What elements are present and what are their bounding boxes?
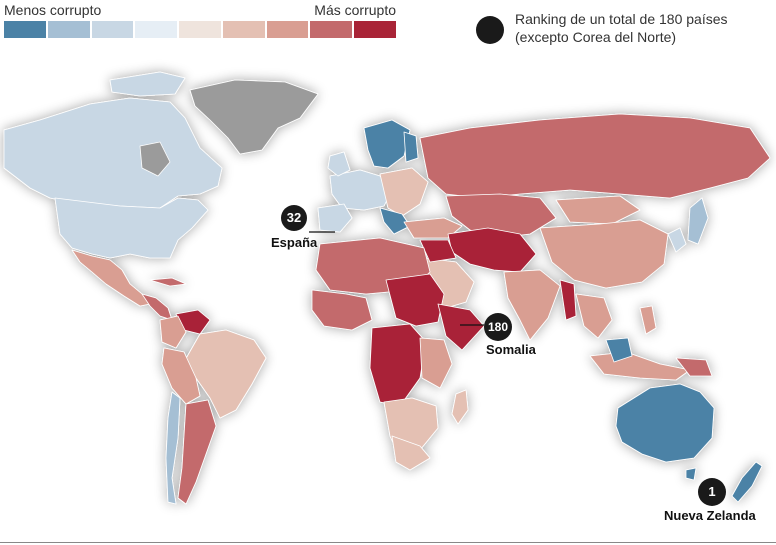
mexico — [71, 249, 151, 307]
west-africa — [311, 289, 373, 331]
legend-high-label: Más corrupto — [314, 2, 396, 18]
uk-ireland — [327, 151, 351, 177]
legend-low-label: Menos corrupto — [4, 2, 102, 18]
callout-spain-rank: 32 — [281, 205, 307, 231]
callout-spain-leader — [309, 231, 335, 233]
east-africa — [419, 337, 453, 389]
turkey-caucasus — [403, 217, 463, 239]
callout-spain: 32 España — [263, 205, 353, 255]
usa — [54, 197, 209, 259]
chile — [165, 391, 181, 505]
ranking-note-text: Ranking de un total de 180 países (excep… — [515, 10, 765, 46]
horn-of-africa — [437, 303, 485, 351]
hudson-bay — [139, 141, 171, 177]
south-africa — [391, 435, 431, 471]
philippines — [639, 305, 657, 335]
myanmar — [559, 279, 577, 321]
iberia — [317, 203, 353, 233]
legend-swatch-1 — [4, 21, 46, 38]
legend-labels: Menos corrupto Más corrupto — [4, 2, 396, 20]
madagascar — [451, 389, 469, 425]
central-america — [141, 293, 173, 321]
ranking-note-line1: Ranking de un total de 180 países — [515, 11, 728, 27]
finland — [403, 131, 419, 163]
western-europe — [329, 169, 393, 211]
borneo — [605, 337, 633, 363]
legend-swatch-5 — [179, 21, 221, 38]
world-map-svg — [3, 71, 771, 505]
world-map — [0, 58, 776, 545]
ranking-note-line2: (excepto Corea del Norte) — [515, 29, 677, 45]
mongolia — [555, 195, 641, 225]
legend: Menos corrupto Más corrupto — [4, 2, 397, 38]
kazakhstan-central-asia — [445, 193, 557, 239]
central-africa — [369, 323, 427, 407]
canada — [3, 97, 223, 209]
china — [539, 219, 669, 289]
legend-swatch-4 — [135, 21, 178, 38]
callout-somalia-leader — [460, 324, 484, 326]
argentina — [177, 399, 217, 505]
legend-swatch-9 — [354, 21, 397, 38]
scandinavia — [363, 119, 411, 169]
indonesia-malaysia — [589, 351, 691, 381]
ranking-dot-icon — [476, 16, 504, 44]
legend-swatch-2 — [47, 21, 90, 38]
legend-color-scale — [4, 21, 397, 38]
canada-arctic-islands — [109, 71, 186, 97]
papua-new-guinea — [675, 357, 713, 377]
callout-somalia-name: Somalia — [486, 342, 536, 357]
callout-somalia-rank: 180 — [484, 313, 512, 341]
callout-new-zealand: 1 Nueva Zelanda — [660, 476, 770, 524]
balkans — [379, 207, 411, 235]
bottom-rule — [0, 542, 776, 543]
callout-new-zealand-rank: 1 — [698, 478, 726, 506]
colombia — [159, 315, 187, 349]
greenland — [189, 79, 319, 155]
tasmania — [685, 467, 697, 481]
russia — [419, 113, 771, 199]
callout-somalia: 180 Somalia — [440, 313, 540, 363]
sudan-chad — [385, 273, 445, 327]
peru-bolivia — [161, 347, 201, 405]
legend-swatch-7 — [266, 21, 309, 38]
new-zealand — [731, 461, 763, 503]
southeast-asia — [575, 293, 613, 339]
cuba — [149, 277, 187, 287]
legend-swatch-6 — [222, 21, 265, 38]
korea-japan — [667, 227, 687, 253]
callout-new-zealand-name: Nueva Zelanda — [664, 508, 756, 523]
callout-spain-name: España — [271, 235, 318, 250]
legend-swatch-3 — [91, 21, 134, 38]
legend-swatch-8 — [310, 21, 353, 38]
india — [503, 269, 561, 341]
iraq-syria — [419, 239, 457, 263]
japan — [687, 197, 709, 245]
eastern-europe — [379, 167, 429, 217]
australia — [615, 383, 715, 463]
